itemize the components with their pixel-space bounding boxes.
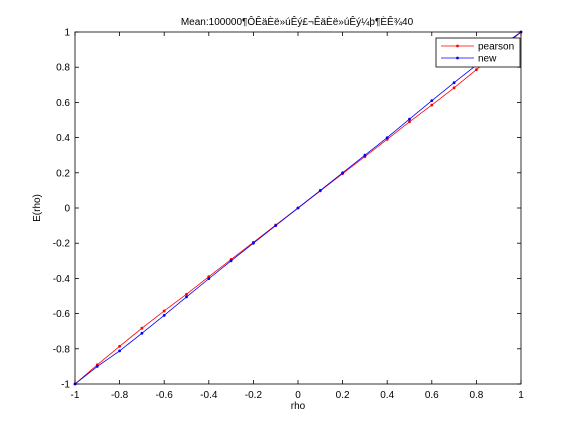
data-point-new: [363, 153, 367, 157]
data-point-new: [408, 117, 411, 121]
x-axis-label: rho: [291, 401, 306, 412]
x-tick-label: -0.4: [200, 390, 218, 401]
data-point-new: [452, 81, 456, 85]
legend-marker-new: [456, 56, 459, 60]
data-point-pearson: [452, 86, 456, 90]
x-tick-label: -0.8: [111, 390, 129, 401]
series-layer: [73, 30, 523, 386]
legend-marker-pearson: [456, 44, 459, 48]
data-point-new: [185, 295, 188, 299]
data-point-new: [430, 99, 434, 103]
data-point-new: [252, 241, 255, 245]
data-point-new: [274, 224, 278, 228]
axes-layer: -1 -0.8 -0.6 -0.4 -0.2 0 0.2 0.4 0.6 0.8 1 -1 -0.8 -0…: [53, 28, 524, 402]
legend-label-pearson: pearson: [478, 42, 514, 53]
data-point-new: [118, 349, 121, 353]
data-point-new: [162, 313, 166, 317]
data-point-pearson: [140, 326, 144, 330]
y-tick-label: 1: [64, 28, 70, 39]
data-point-new: [207, 277, 211, 281]
x-tick-label: -0.2: [245, 390, 263, 401]
y-tick-label: -0.2: [53, 239, 71, 250]
data-point-new: [229, 259, 233, 263]
x-tick-label: 0.4: [380, 390, 394, 401]
data-point-new: [318, 189, 322, 192]
data-point-pearson: [162, 309, 166, 313]
y-tick-label: -0.4: [53, 274, 71, 285]
x-tick-label: -0.6: [156, 390, 174, 401]
data-point-new: [385, 136, 389, 140]
y-tick-label: -0.6: [53, 309, 71, 320]
y-tick-label: 0.8: [56, 63, 70, 74]
data-point-pearson: [475, 68, 478, 72]
y-tick-label: 0.4: [56, 133, 70, 144]
y-tick-label: 0: [64, 204, 70, 215]
y-axis-label: E(rho): [32, 194, 43, 222]
legend-label-new: new: [478, 54, 497, 65]
x-tick-label: 1: [518, 390, 524, 401]
data-point-pearson: [118, 344, 121, 348]
data-point-pearson: [185, 292, 188, 296]
y-tick-label: -1: [61, 380, 70, 391]
data-point-new: [140, 331, 144, 335]
y-tick-label: -0.8: [53, 344, 71, 355]
data-point-pearson: [408, 120, 411, 124]
x-tick-label: 0: [295, 390, 301, 401]
x-tick-label: 0.2: [336, 390, 350, 401]
x-tick-label: 0.8: [469, 390, 483, 401]
x-tick-label: -1: [71, 390, 80, 401]
legend-box: [435, 37, 521, 68]
chart-title: Mean:100000¶ÔÊäÈë»úÊý£¬ÊäÈë»úÊý¼þ¶ÈÊ¾40: [181, 15, 414, 28]
y-tick-label: 0.2: [56, 168, 70, 179]
x-tick-label: 0.6: [425, 390, 439, 401]
data-point-new: [95, 365, 99, 368]
data-point-new: [296, 206, 300, 210]
data-point-pearson: [207, 275, 211, 279]
data-point-new: [341, 171, 344, 175]
y-tick-label: 0.6: [56, 98, 70, 109]
data-point-pearson: [430, 103, 434, 107]
